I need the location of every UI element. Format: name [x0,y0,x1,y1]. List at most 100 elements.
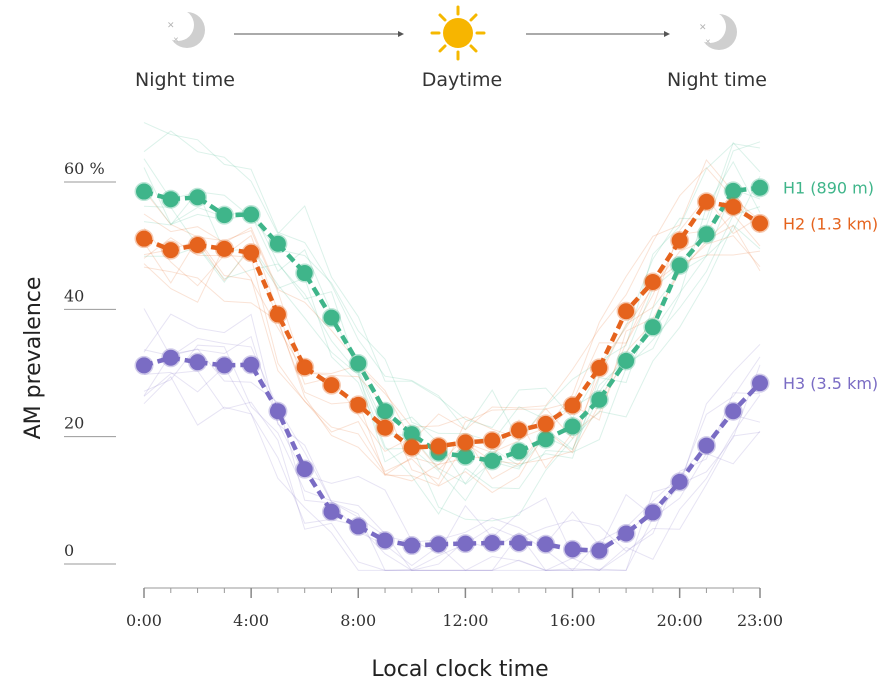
svg-text:✕: ✕ [699,23,707,33]
x-tick-label: 8:00 [340,611,376,630]
data-point [321,502,341,522]
data-point [402,536,422,556]
background-line [143,313,761,556]
background-line [143,224,761,480]
series-label: H2 (1.3 km) [783,214,878,233]
background-line [143,196,761,471]
data-point [161,189,181,209]
data-point [241,204,261,224]
background-line [143,335,761,571]
data-point [188,235,208,255]
data-point [161,240,181,260]
data-point [536,534,556,554]
data-point [616,523,636,543]
data-point [750,213,770,233]
data-point [563,395,583,415]
series-line [143,185,761,464]
background-line [143,122,761,442]
moon-stars-icon: ✕ ✕ [162,9,205,48]
background-line [143,370,761,571]
x-tick-label: 12:00 [442,611,488,630]
svg-text:✕: ✕ [705,38,711,46]
background-line [143,158,761,439]
background-line [143,130,761,429]
data-point [643,272,663,292]
data-point [375,418,395,438]
data-point [134,229,154,249]
data-point [589,390,609,410]
data-point [241,355,261,375]
data-point [295,459,315,479]
data-point [482,533,502,553]
data-point [295,357,315,377]
y-tick-label: 60 % [64,159,105,178]
data-point [321,308,341,328]
background-line [143,213,761,494]
data-point [723,197,743,217]
data-point [241,243,261,263]
x-axis-title: Local clock time [371,657,548,682]
data-point [268,304,288,324]
background-individual-lines [143,122,761,572]
data-point [268,234,288,254]
data-point [589,358,609,378]
background-line [143,198,761,480]
data-point [643,502,663,522]
data-point [375,530,395,550]
header-left-label: Night time [135,69,235,91]
data-point [723,401,743,421]
data-point [214,239,234,259]
data-point [589,541,609,561]
data-point [348,353,368,373]
sun-icon [430,5,486,61]
data-point [509,441,529,461]
data-point [134,182,154,202]
data-point [429,534,449,554]
data-point [616,301,636,321]
data-point [509,420,529,440]
data-point [670,255,690,275]
background-line [143,166,761,443]
data-point [482,430,502,450]
background-line [143,176,761,502]
background-line [143,206,761,515]
data-point [455,534,475,554]
data-point [348,516,368,536]
data-point [670,472,690,492]
x-tick-label: 4:00 [233,611,269,630]
data-point [188,187,208,207]
data-point [723,181,743,201]
data-point [402,437,422,457]
data-point [509,533,529,553]
data-point [670,231,690,251]
data-point [696,436,716,456]
background-line [143,205,761,522]
background-line [143,366,761,571]
data-point [429,436,449,456]
data-point [616,351,636,371]
series-3: H3 (3.5 km) [134,348,878,561]
data-point [455,432,475,452]
x-tick-label: 16:00 [549,611,595,630]
data-point [214,355,234,375]
data-point [536,414,556,434]
data-point [321,375,341,395]
data-point [375,401,395,421]
y-axis: 0 20 40 60 % [64,159,116,565]
data-point [563,416,583,436]
series-2: H2 (1.3 km) [134,192,878,457]
data-point [750,178,770,198]
y-axis-title: AM prevalence [21,277,46,440]
data-point [134,355,154,375]
data-point [563,539,583,559]
data-point [268,401,288,421]
series-layer: H1 (890 m) H2 (1.3 km) H3 (3.5 km) [134,178,878,561]
moon-stars-icon: ✕ ✕ [694,11,737,50]
background-line [143,348,761,572]
svg-text:✕: ✕ [167,21,175,31]
x-tick-label: 20:00 [657,611,703,630]
series-label: H3 (3.5 km) [783,374,878,393]
data-point [214,205,234,225]
x-axis: 0:00 4:00 8:00 12:00 16:00 20:00 23:00 [126,587,783,630]
data-point [536,429,556,449]
